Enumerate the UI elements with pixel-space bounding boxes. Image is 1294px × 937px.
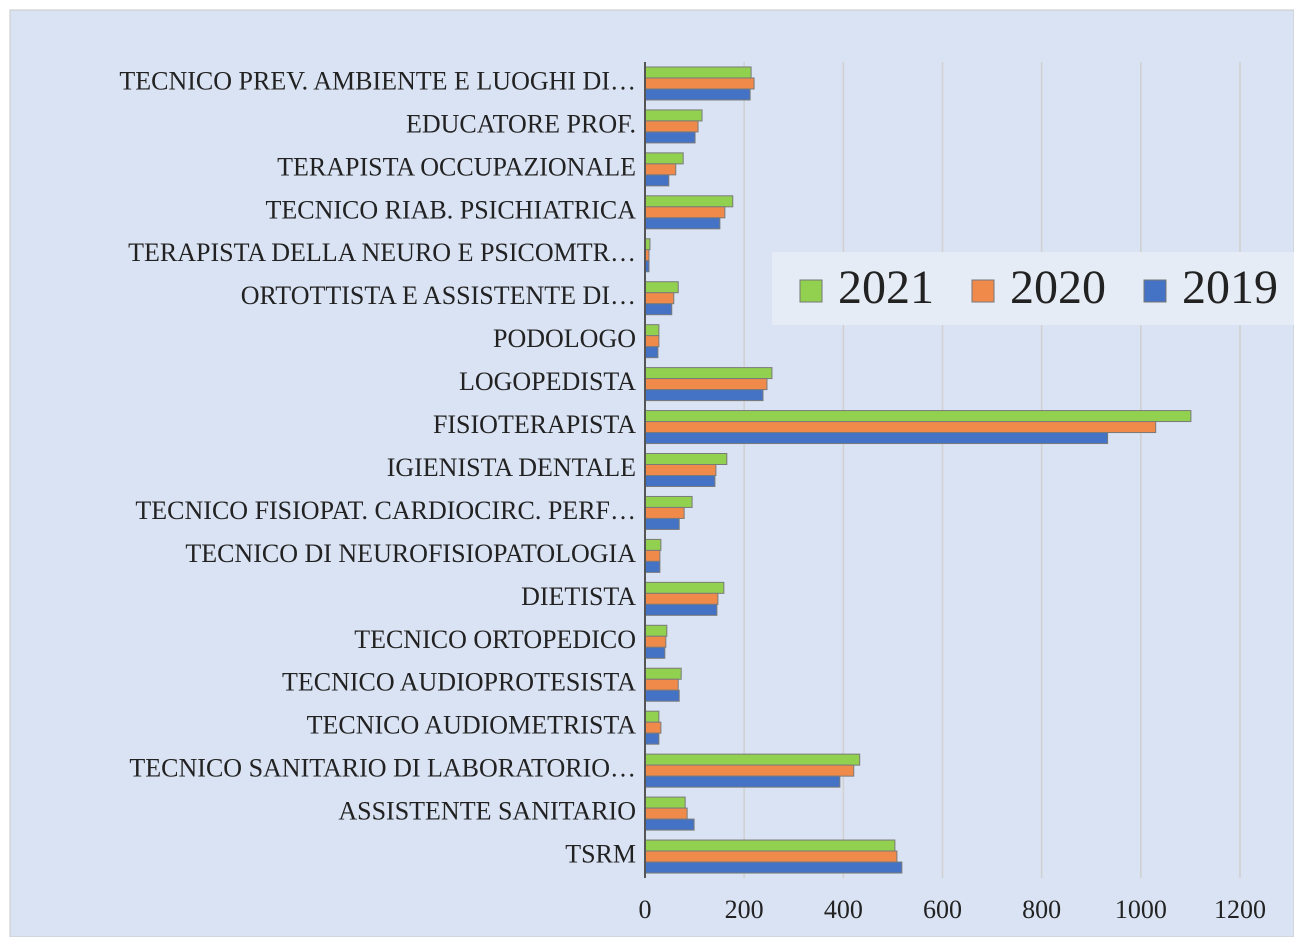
y-tick-label: TECNICO AUDIOPROTESISTA: [282, 668, 636, 697]
bar: [644, 303, 673, 316]
bar: [644, 174, 670, 187]
legend-background: [772, 252, 1294, 325]
bar: [644, 88, 751, 101]
bar: [644, 66, 752, 79]
bar: [644, 367, 773, 380]
bar: [644, 495, 693, 508]
bar: [644, 163, 677, 176]
bar: [644, 281, 679, 294]
bar: [644, 581, 725, 594]
y-tick-label: IGIENISTA DENTALE: [387, 453, 636, 482]
y-tick-label: ORTOTTISTA E ASSISTENTE DI…: [241, 281, 636, 310]
y-tick-label: TERAPISTA DELLA NEURO E PSICOMTR…: [128, 238, 636, 267]
bar: [644, 217, 721, 230]
bar: [644, 710, 660, 723]
y-tick-label: EDUCATORE PROF.: [406, 109, 636, 138]
y-tick-label: ASSISTENTE SANITARIO: [338, 797, 636, 826]
bar: [644, 753, 861, 766]
bar: [644, 432, 1109, 445]
y-tick-label: TERAPISTA OCCUPAZIONALE: [277, 152, 636, 181]
legend-swatch: [799, 279, 823, 303]
x-tick-label: 400: [824, 895, 863, 924]
bar: [644, 635, 667, 648]
y-tick-label: TECNICO DI NEUROFISIOPATOLOGIA: [185, 539, 636, 568]
bar: [644, 346, 659, 359]
bar: [644, 292, 675, 305]
bar: [644, 517, 680, 530]
bar: [644, 764, 855, 777]
y-tick-label: TECNICO SANITARIO DI LABORATORIO…: [129, 754, 636, 783]
legend-swatch: [1143, 279, 1167, 303]
bar: [644, 421, 1157, 434]
bar: [644, 861, 903, 874]
bar: [644, 721, 662, 734]
y-tick-label: TECNICO RIAB. PSICHIATRICA: [265, 195, 636, 224]
bar: [644, 206, 726, 219]
y-tick-label: PODOLOGO: [493, 324, 636, 353]
y-tick-label: TECNICO ORTOPEDICO: [354, 625, 636, 654]
bar: [644, 464, 717, 476]
bar: [644, 549, 661, 562]
bar: [644, 818, 695, 831]
bar: [644, 646, 666, 659]
bar: [644, 592, 719, 605]
bar: [644, 560, 661, 573]
y-tick-label: LOGOPEDISTA: [459, 367, 636, 396]
legend-swatch: [971, 279, 995, 303]
x-tick-label: 0: [639, 895, 652, 924]
bar: [644, 475, 716, 487]
bar: [644, 839, 896, 852]
legend-label: 2021: [838, 261, 934, 314]
x-tick-label: 800: [1022, 895, 1061, 924]
bar: [644, 195, 734, 208]
bar: [644, 378, 768, 391]
bar: [644, 603, 718, 616]
bar: [644, 506, 685, 519]
y-tick-label: TECNICO FISIOPAT. CARDIOCIRC. PERF…: [135, 496, 636, 525]
y-tick-label: DIETISTA: [521, 582, 636, 611]
bar: [644, 689, 680, 702]
bar: [644, 850, 898, 863]
bar: [644, 453, 728, 465]
bar: [644, 389, 764, 402]
bar: [644, 538, 662, 551]
legend-label: 2020: [1010, 261, 1106, 314]
x-tick-label: 600: [923, 895, 962, 924]
y-tick-label: FISIOTERAPISTA: [433, 410, 636, 439]
bar: [644, 324, 660, 337]
bar: [644, 732, 660, 745]
bar: [644, 109, 703, 122]
bar: [644, 120, 699, 133]
bar: [644, 77, 755, 90]
x-tick-label: 1000: [1115, 895, 1167, 924]
y-tick-label: TECNICO AUDIOMETRISTA: [307, 711, 637, 740]
bar: [644, 131, 696, 144]
bar: [644, 796, 686, 809]
bar: [644, 624, 668, 637]
bar: [644, 775, 841, 788]
bar: [644, 335, 660, 348]
x-tick-label: 1200: [1214, 895, 1266, 924]
legend-label: 2019: [1182, 261, 1278, 314]
bar: [644, 678, 679, 691]
y-tick-label: TECNICO PREV. AMBIENTE E LUOGHI DI…: [119, 66, 636, 95]
x-tick-label: 200: [725, 895, 764, 924]
bar: [644, 807, 688, 820]
bar: [644, 152, 684, 165]
legend: 2021 2020 2019: [772, 252, 1294, 325]
bar: [644, 410, 1192, 423]
bar: [644, 667, 682, 680]
y-tick-label: TSRM: [565, 839, 636, 868]
